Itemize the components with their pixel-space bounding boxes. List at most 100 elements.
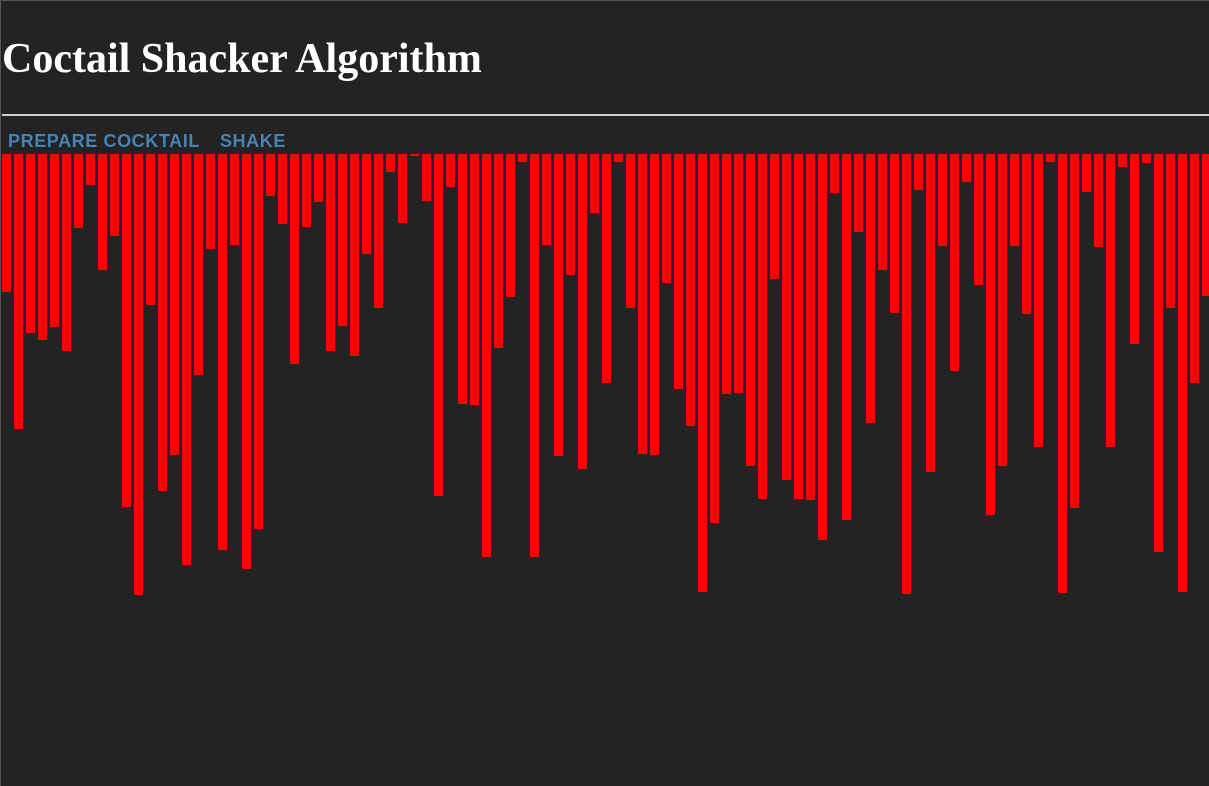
bar: [350, 154, 359, 356]
bar: [902, 154, 911, 594]
bar: [1106, 154, 1115, 447]
bar: [1190, 154, 1199, 383]
bar: [710, 154, 719, 523]
bar: [926, 154, 935, 472]
bar: [38, 154, 47, 340]
bar: [950, 154, 959, 371]
bar: [110, 154, 119, 236]
bar: [446, 154, 455, 187]
bar: [806, 154, 815, 500]
bar: [170, 154, 179, 455]
bar: [686, 154, 695, 426]
bar: [518, 154, 527, 162]
bar-array: [2, 154, 1209, 786]
bar: [1058, 154, 1067, 593]
bar: [206, 154, 215, 249]
bar: [86, 154, 95, 185]
bar: [230, 154, 239, 245]
bar: [866, 154, 875, 423]
bar: [602, 154, 611, 383]
bar: [1022, 154, 1031, 314]
bar: [302, 154, 311, 227]
shake-button[interactable]: SHAKE: [219, 131, 286, 151]
bar: [1178, 154, 1187, 592]
bar: [650, 154, 659, 455]
bar: [986, 154, 995, 515]
bar: [758, 154, 767, 499]
bar: [998, 154, 1007, 466]
bar: [182, 154, 191, 565]
bar: [506, 154, 515, 297]
bar: [1046, 154, 1055, 162]
bar: [662, 154, 671, 283]
bar: [470, 154, 479, 405]
bar: [722, 154, 731, 394]
bar: [590, 154, 599, 213]
bar: [374, 154, 383, 308]
bar: [626, 154, 635, 308]
bar: [1202, 154, 1209, 296]
bar: [1034, 154, 1043, 447]
bar: [770, 154, 779, 279]
bar: [398, 154, 407, 223]
bar: [14, 154, 23, 429]
bar: [158, 154, 167, 491]
bar: [314, 154, 323, 202]
bar: [74, 154, 83, 228]
bar: [1154, 154, 1163, 552]
bar: [818, 154, 827, 540]
bar: [854, 154, 863, 232]
bar: [1130, 154, 1139, 344]
bar: [578, 154, 587, 469]
bar: [98, 154, 107, 270]
bar: [746, 154, 755, 466]
bar: [122, 154, 131, 507]
bar: [914, 154, 923, 190]
bar: [962, 154, 971, 182]
bar: [26, 154, 35, 333]
prepare-cocktail-button[interactable]: PREPARE COCKTAIL: [8, 131, 200, 151]
bar: [974, 154, 983, 285]
page-title: Coctail Shacker Algorithm: [2, 36, 482, 82]
bar: [530, 154, 539, 557]
bar: [146, 154, 155, 305]
bar: [338, 154, 347, 326]
bar: [434, 154, 443, 496]
bar: [1142, 154, 1151, 163]
bar: [734, 154, 743, 393]
bar: [254, 154, 263, 529]
bar: [638, 154, 647, 454]
bar: [782, 154, 791, 480]
bar: [2, 154, 11, 292]
bar: [242, 154, 251, 569]
controls-bar: PREPARE COCKTAIL SHAKE: [8, 130, 286, 152]
bar: [542, 154, 551, 245]
bar: [266, 154, 275, 196]
bar: [1094, 154, 1103, 247]
bar: [410, 154, 419, 156]
bar: [878, 154, 887, 270]
bar: [614, 154, 623, 162]
bar: [482, 154, 491, 557]
bar: [938, 154, 947, 246]
bar: [194, 154, 203, 375]
bar: [326, 154, 335, 351]
bar: [554, 154, 563, 456]
bar: [842, 154, 851, 520]
bar: [218, 154, 227, 550]
bar: [290, 154, 299, 364]
bar: [1082, 154, 1091, 192]
bar: [1118, 154, 1127, 167]
bar: [362, 154, 371, 254]
bar: [1010, 154, 1019, 246]
bar: [422, 154, 431, 201]
bar: [50, 154, 59, 327]
bar: [458, 154, 467, 404]
bar: [134, 154, 143, 595]
bar: [386, 154, 395, 172]
bar: [794, 154, 803, 499]
bar: [674, 154, 683, 389]
bar: [566, 154, 575, 275]
bar: [830, 154, 839, 193]
bar: [278, 154, 287, 224]
